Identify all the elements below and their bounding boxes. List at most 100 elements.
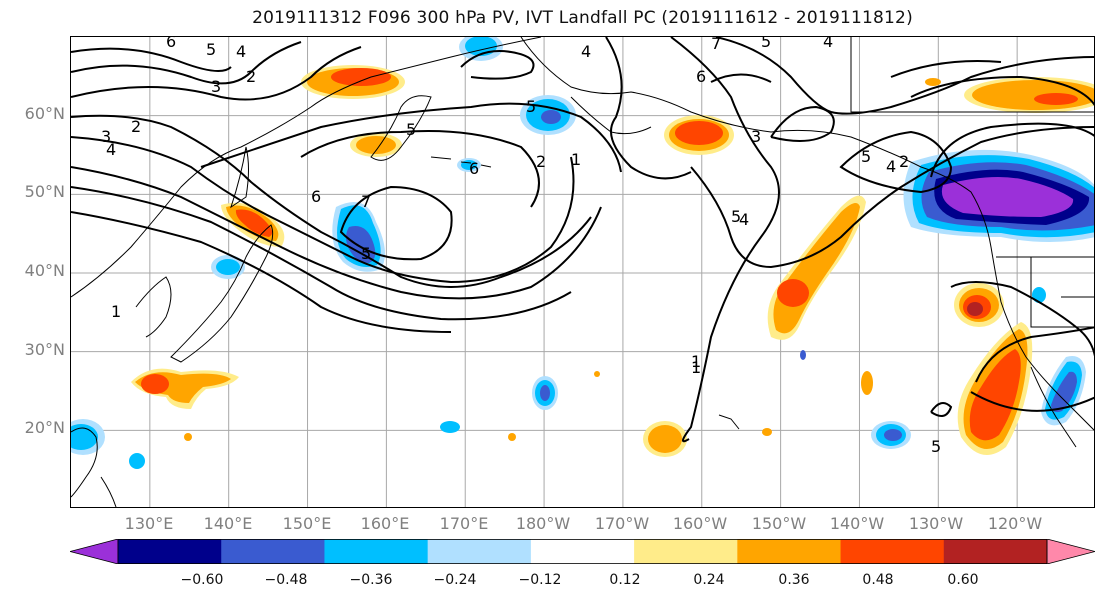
contour-label: 4 [739, 210, 749, 229]
colorbar-segment [324, 539, 429, 564]
contour-label: 3 [751, 127, 761, 146]
lon-label-160w: 160°W [672, 514, 728, 533]
contour-label: 3 [101, 127, 111, 146]
shading-positive-canada [964, 77, 1094, 113]
contour-label: 2 [246, 67, 256, 86]
contour-label: 5 [861, 147, 871, 166]
lat-label-30: 30°N [24, 340, 65, 359]
contour-label: 5 [206, 40, 216, 59]
shading-positive-japan [221, 202, 285, 247]
colorbar-tick-label: 0.36 [778, 572, 810, 588]
contour-label: 5 [526, 97, 536, 116]
lat-label-20: 20°N [24, 418, 65, 437]
contour-label: 7 [361, 192, 371, 211]
shading-negative-small-a [129, 453, 145, 469]
contour-label: 4 [581, 42, 591, 61]
contour-label: 2 [536, 152, 546, 171]
lat-label-60: 60°N [24, 104, 65, 123]
coastlines [71, 37, 1094, 507]
shading-negative-small-b [440, 421, 460, 433]
lon-label-150w: 150°W [751, 514, 807, 533]
colorbar-tick-label: 0.24 [693, 572, 725, 588]
shading-negative-hawaii-east [871, 421, 911, 449]
shading-negative-korea [211, 255, 245, 279]
contour-label: 4 [823, 37, 833, 51]
colorbar-tick-label: −0.12 [518, 572, 562, 588]
contour-label: 6 [696, 67, 706, 86]
shading-positive-west-pacific [131, 368, 239, 409]
shading-negative-small-e [1032, 287, 1046, 303]
lon-label-150e: 150°E [282, 514, 332, 533]
colorbar-tick-label: −0.60 [180, 572, 224, 588]
ivt-shading [71, 37, 1094, 469]
shading-positive-small-1 [925, 78, 941, 86]
contour-label: 3 [211, 77, 221, 96]
contour-label: 5 [406, 120, 416, 139]
shading-positive-central-pacific [767, 195, 866, 340]
lat-label-40: 40°N [24, 261, 65, 280]
shading-positive-kamchatka-north [301, 65, 405, 99]
contour-label: 5 [361, 244, 371, 263]
shading-negative-dateline [532, 376, 558, 410]
contour-label: 5 [731, 207, 741, 226]
contour-label: 2 [899, 152, 909, 171]
lon-label-130e: 130°E [124, 514, 174, 533]
lon-label-120w: 120°W [987, 514, 1043, 533]
lon-label-130w: 130°W [908, 514, 964, 533]
colorbar-tick-label: 0.60 [947, 572, 979, 588]
contour-label: 6 [469, 159, 479, 178]
colorbar [70, 539, 1095, 564]
contour-label: 5 [761, 37, 771, 51]
colorbar-tick-label: −0.48 [264, 572, 308, 588]
lon-label-170w: 170°W [594, 514, 650, 533]
shading-negative-gulf-of-alaska [903, 149, 1094, 242]
shading-positive-small-i [594, 371, 600, 377]
lat-label-50: 50°N [24, 182, 65, 201]
shading-positive-alaska [664, 115, 734, 155]
colorbar-tick-label: 0.48 [862, 572, 894, 588]
contour-label: 1 [691, 352, 701, 371]
lon-label-180w: 180°W [515, 514, 571, 533]
shading-positive-small-h [184, 433, 192, 441]
pv-contours [71, 37, 1094, 443]
shading-positive-california [954, 283, 1004, 327]
colorbar-segment [530, 539, 635, 564]
contour-label: 6 [166, 37, 176, 51]
contour-label: 2 [131, 117, 141, 136]
colorbar-extend-max [1046, 539, 1095, 564]
contour-label: 1 [691, 358, 701, 377]
lon-label-140w: 140°W [829, 514, 885, 533]
lon-label-170e: 170°E [439, 514, 489, 533]
shading-positive-kamchatka [350, 133, 402, 157]
colorbar-segment [118, 539, 222, 564]
colorbar-tick-label: −0.36 [349, 572, 393, 588]
colorbar-segment [221, 539, 325, 564]
contour-label: 4 [106, 140, 116, 159]
shading-positive-small-f [762, 428, 772, 436]
colorbar-segment [427, 539, 532, 564]
shading-positive-baja [957, 322, 1033, 455]
shading-positive-hawaii-west [643, 421, 687, 457]
contour-label: 5 [931, 437, 941, 456]
colorbar-border [117, 539, 1048, 564]
shading-negative-mexico [1041, 356, 1086, 426]
colorbar-segment [634, 539, 738, 564]
colorbar-segment [943, 539, 1048, 564]
contour-label: 1 [111, 302, 121, 321]
contour-label: 1 [571, 150, 581, 169]
chart-title: 2019111312 F096 300 hPa PV, IVT Landfall… [252, 8, 913, 28]
shading-positive-small-g [508, 433, 516, 441]
contour-label: 4 [236, 42, 246, 61]
colorbar-segment [737, 539, 842, 564]
colorbar-segment [840, 539, 945, 564]
shading-negative-philippines [71, 419, 105, 455]
colorbar-tick-label: 0.12 [609, 572, 641, 588]
shading-negative-bering [520, 95, 576, 135]
shading-positive-small-c [861, 371, 873, 395]
lon-label-140e: 140°E [203, 514, 253, 533]
colorbar-tick-label: −0.24 [433, 572, 477, 588]
shading-negative-small-d [800, 350, 806, 360]
contour-label: 4 [886, 157, 896, 176]
